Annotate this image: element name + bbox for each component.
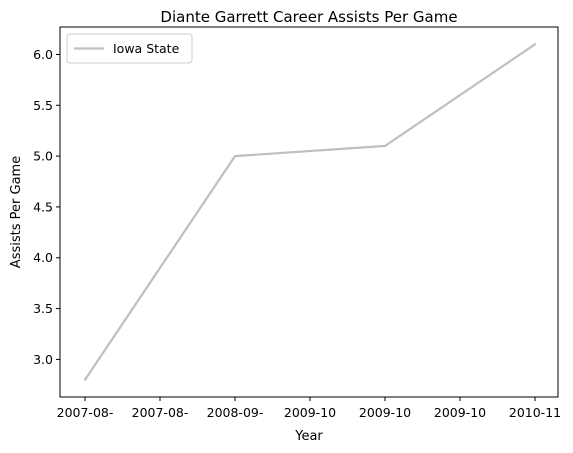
plot-frame: [59, 26, 559, 398]
x-tick-label: 2007-08-: [57, 405, 114, 420]
y-tick-label: 6.0: [33, 47, 53, 62]
y-tick-label: 4.0: [33, 250, 53, 265]
chart-title: Diante Garrett Career Assists Per Game: [160, 8, 457, 26]
data-point: [383, 144, 387, 148]
y-tick-label: 3.5: [33, 301, 53, 316]
series-line-iowa-state: [84, 43, 536, 381]
x-tick-label: 2009-10: [284, 405, 336, 420]
series-layer: [83, 43, 537, 381]
y-tick-label: 5.0: [33, 149, 53, 164]
data-point: [533, 43, 537, 46]
legend-label-iowa-state: Iowa State: [113, 41, 180, 56]
y-tick-label: 5.5: [33, 98, 53, 113]
data-point: [233, 154, 237, 158]
y-tick-label: 3.0: [33, 352, 53, 367]
plot-area: [59, 26, 559, 398]
y-axis-label: Assists Per Game: [9, 156, 24, 268]
x-axis-label: Year: [294, 429, 323, 444]
legend-box: [66, 33, 193, 64]
x-tick-label: 2009-10: [359, 405, 411, 420]
data-point: [83, 378, 87, 381]
x-tick-label: 2008-09-: [207, 405, 264, 420]
y-tick-label: 4.5: [33, 199, 53, 214]
y-axis: 3.0 3.5 4.0 4.5 5.0 5.5 6.0: [33, 47, 60, 367]
x-axis: 2007-08- 2007-08- 2008-09- 2009-10 2009-10 20…: [57, 397, 561, 420]
legend: Iowa State: [66, 33, 193, 64]
x-tick-label: 2010-11: [509, 405, 561, 420]
x-tick-label: 2007-08-: [132, 405, 189, 420]
x-tick-label: 2009-10: [434, 405, 486, 420]
